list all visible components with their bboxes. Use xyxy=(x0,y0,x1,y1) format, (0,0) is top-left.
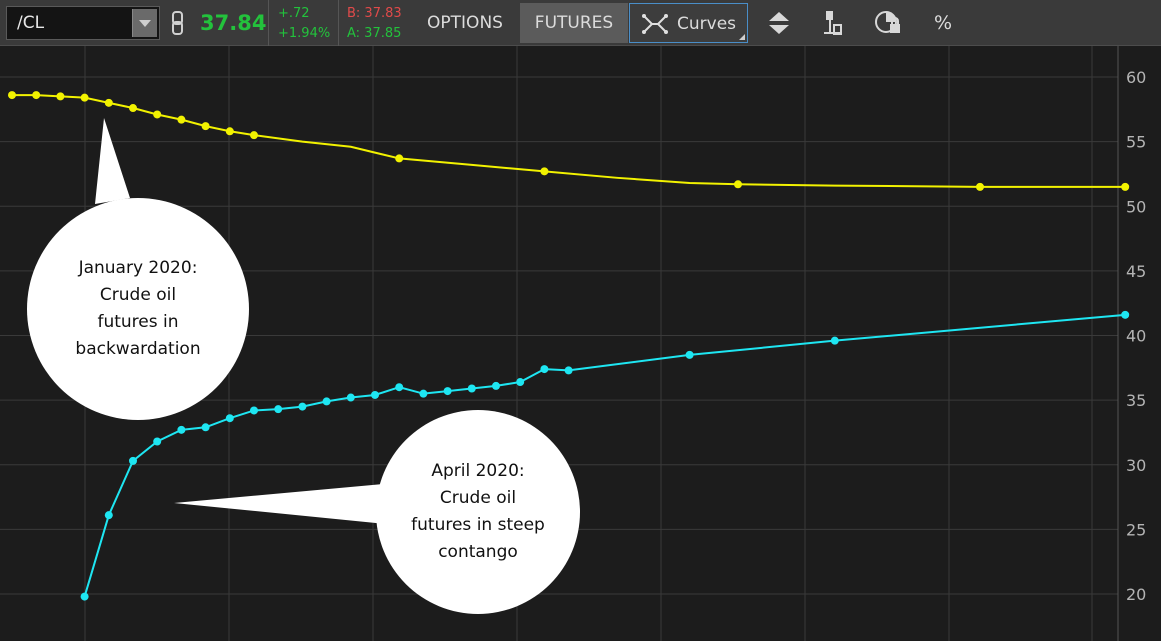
tab-options[interactable]: OPTIONS xyxy=(427,13,503,33)
annotation-january: January 2020: Crude oil futures in backw… xyxy=(27,198,249,420)
data-point xyxy=(56,92,65,101)
data-point xyxy=(153,110,162,119)
data-point xyxy=(177,115,186,124)
data-point xyxy=(976,182,984,191)
data-point xyxy=(540,365,549,374)
y-tick-label: 40 xyxy=(1126,327,1146,346)
divider xyxy=(338,0,339,46)
data-point xyxy=(104,511,113,520)
series-layer xyxy=(8,91,1130,601)
curves-icon xyxy=(642,14,668,34)
net-change: +.72 xyxy=(278,6,310,21)
tab-curves[interactable]: Curves xyxy=(629,3,748,43)
toolbar: /CL 37.84 +.72 +1.94% B: 37.83 A: 37.85 … xyxy=(0,0,1161,46)
data-point xyxy=(564,366,573,375)
data-point xyxy=(274,405,283,414)
curves-label: Curves xyxy=(677,14,737,34)
y-tick-label: 50 xyxy=(1126,197,1146,216)
data-point xyxy=(1121,182,1130,191)
percent-change: +1.94% xyxy=(278,26,331,41)
data-point xyxy=(153,437,162,446)
y-tick-label: 55 xyxy=(1126,133,1146,152)
data-point xyxy=(371,390,379,399)
tab-futures[interactable]: FUTURES xyxy=(520,3,628,43)
sort-icon[interactable] xyxy=(764,8,794,38)
dropdown-corner-icon xyxy=(739,34,745,40)
series-line-0 xyxy=(12,94,1126,188)
y-axis: 20 25 30 35 40 45 50 55 60 xyxy=(1117,46,1146,641)
data-point xyxy=(80,592,89,601)
data-point xyxy=(177,425,186,434)
data-point xyxy=(734,180,742,189)
y-tick-label: 35 xyxy=(1126,391,1146,410)
bid-price: B: 37.83 xyxy=(347,6,402,21)
data-point xyxy=(225,127,234,136)
y-tick-label: 25 xyxy=(1126,520,1146,539)
data-point xyxy=(201,122,210,131)
data-point xyxy=(1121,310,1130,319)
bars-icon[interactable] xyxy=(818,8,848,38)
y-tick-label: 60 xyxy=(1126,68,1146,87)
data-point xyxy=(129,456,137,465)
annotation-april-pointer xyxy=(174,484,386,524)
data-point xyxy=(201,423,210,432)
link-icon[interactable] xyxy=(166,0,190,46)
data-point xyxy=(104,98,113,107)
data-point xyxy=(467,384,476,393)
data-point xyxy=(443,387,452,396)
data-point xyxy=(492,381,500,390)
y-tick-label: 20 xyxy=(1126,585,1146,604)
data-point xyxy=(32,91,41,100)
data-point xyxy=(225,414,234,423)
data-point xyxy=(830,336,839,345)
data-point xyxy=(419,389,428,398)
annotation-january-pointer xyxy=(95,118,130,204)
y-tick-label: 45 xyxy=(1126,262,1146,281)
data-point xyxy=(540,167,549,176)
data-point xyxy=(298,402,307,411)
series-line-1 xyxy=(83,313,1126,597)
data-point xyxy=(395,154,404,163)
data-point xyxy=(250,131,258,140)
data-point xyxy=(395,383,404,392)
chevron-down-icon[interactable] xyxy=(132,9,157,37)
data-point xyxy=(322,397,331,406)
annotation-april: April 2020: Crude oil futures in steep c… xyxy=(376,410,580,614)
y-tick-label: 30 xyxy=(1126,456,1146,475)
data-point xyxy=(250,406,258,415)
percent-button[interactable]: % xyxy=(933,12,953,34)
data-point xyxy=(516,378,525,387)
last-price: 37.84 xyxy=(200,11,267,35)
lock-icon[interactable] xyxy=(873,8,903,38)
data-point xyxy=(685,350,694,359)
data-point xyxy=(80,93,89,102)
data-point xyxy=(129,104,137,113)
divider xyxy=(268,0,269,46)
symbol-selector[interactable]: /CL xyxy=(6,6,160,40)
data-point xyxy=(8,91,16,100)
symbol-input[interactable]: /CL xyxy=(17,13,45,33)
ask-price: A: 37.85 xyxy=(347,26,402,41)
data-point xyxy=(346,393,355,402)
